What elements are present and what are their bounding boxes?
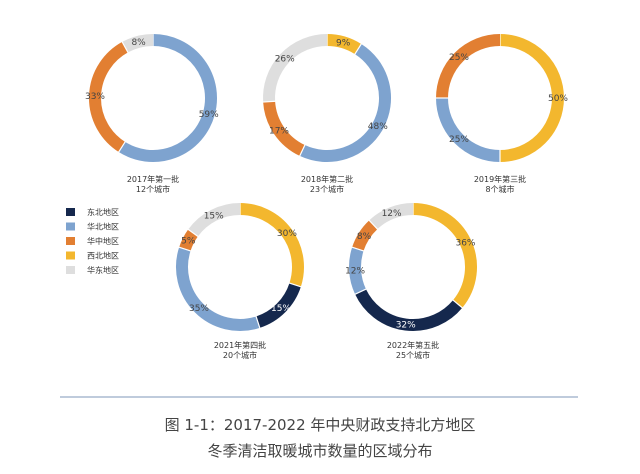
donut-5-label-1: 36% (455, 238, 475, 248)
legend-swatch-1 (66, 208, 75, 216)
donut-3-slice-1 (499, 34, 564, 162)
donut-2-label-3: 17% (269, 127, 289, 137)
donut-1-slice-2 (89, 41, 129, 153)
donut-4-gap-5 (187, 228, 199, 238)
donut-2-gap-3 (298, 144, 306, 157)
donut-4-label-2: 15% (271, 304, 291, 314)
donut-4-label-4: 5% (181, 237, 196, 247)
legend-swatch-3 (66, 237, 75, 245)
donut-2-label-1: 9% (336, 38, 351, 48)
donut-3-slice-2 (436, 97, 501, 162)
donut-2-subtitle: 23个城市 (310, 184, 344, 194)
donut-4-slice-2 (255, 282, 301, 328)
donut-5-slice-3 (349, 247, 367, 295)
donut-1-title: 2017年第一批 (127, 174, 179, 184)
donut-5-slice-2 (355, 288, 463, 331)
donut-4-slice-3 (176, 247, 260, 331)
donut-3-label-1: 50% (548, 94, 568, 104)
legend-label-3: 华中地区 (87, 236, 119, 246)
donut-3-subtitle: 8个城市 (485, 184, 514, 194)
donut-1-label-3: 8% (131, 38, 146, 48)
donut-4-title: 2021年第四批 (214, 340, 266, 350)
donut-5-slice-4 (352, 220, 378, 252)
donut-5-slice-5 (369, 203, 414, 230)
donut-5-slice-1 (412, 203, 477, 308)
donut-4-label-1: 30% (277, 229, 297, 239)
caption-line-1: 图 1-1：2017-2022 年中央财政支持北方地区 (165, 416, 476, 434)
donut-5-gap-3 (354, 288, 367, 296)
legend-swatch-4 (66, 251, 75, 260)
donut-5-label-3: 12% (345, 267, 365, 277)
donut-2-slice-1 (326, 34, 362, 55)
donut-5-label-5: 12% (382, 209, 402, 219)
donut-1-slice-1 (118, 34, 217, 162)
donut-1-label-1: 59% (199, 110, 219, 120)
donut-4-gap-3 (255, 315, 261, 329)
donut-4-label-5: 15% (204, 211, 224, 221)
donut-2-title: 2018年第二批 (301, 174, 353, 184)
donut-3-label-2: 25% (449, 135, 469, 145)
donut-1-slice-3 (122, 34, 154, 53)
caption-line-2: 冬季清洁取暖城市数量的区域分布 (207, 442, 432, 460)
donut-4-label-3: 35% (189, 304, 209, 314)
donut-3-label-3: 25% (449, 53, 469, 63)
legend-label-4: 西北地区 (87, 251, 119, 261)
legend-swatch-2 (66, 222, 75, 231)
legend-label-5: 华东地区 (87, 265, 119, 275)
donut-4-slice-1 (239, 203, 304, 287)
donut-5-gap-2 (452, 299, 464, 309)
donut-5-label-4: 8% (357, 232, 372, 242)
donut-4-subtitle: 20个城市 (223, 350, 257, 360)
donut-1-label-2: 33% (85, 92, 105, 102)
donut-4-gap-4 (178, 246, 192, 252)
donut-2-label-4: 26% (275, 54, 295, 64)
donut-5-subtitle: 25个城市 (396, 350, 430, 360)
donut-1-gap-2 (117, 141, 126, 153)
donut-2-gap-2 (354, 43, 363, 55)
donut-2-slice-4 (263, 34, 328, 103)
donut-5-gap-5 (368, 219, 379, 230)
donut-5-gap-4 (351, 246, 365, 252)
donut-2-gap-4 (262, 100, 276, 103)
legend-swatch-5 (66, 266, 75, 274)
donut-4-slice-5 (188, 203, 241, 237)
donut-5-label-2: 32% (396, 321, 416, 331)
donut-5-title: 2022年第五批 (387, 340, 439, 350)
legend-label-2: 华北地区 (87, 222, 119, 232)
donut-1-subtitle: 12个城市 (136, 184, 170, 194)
donut-3-title: 2019年第三批 (474, 174, 526, 184)
donut-2-label-2: 48% (368, 122, 388, 132)
donut-3-slice-3 (436, 34, 501, 99)
donut-1-gap-3 (121, 41, 129, 54)
donut-2-slice-3 (263, 101, 306, 156)
donut-4-gap-2 (288, 282, 302, 288)
legend-label-1: 东北地区 (87, 207, 119, 217)
donut-2-slice-2 (299, 43, 391, 163)
